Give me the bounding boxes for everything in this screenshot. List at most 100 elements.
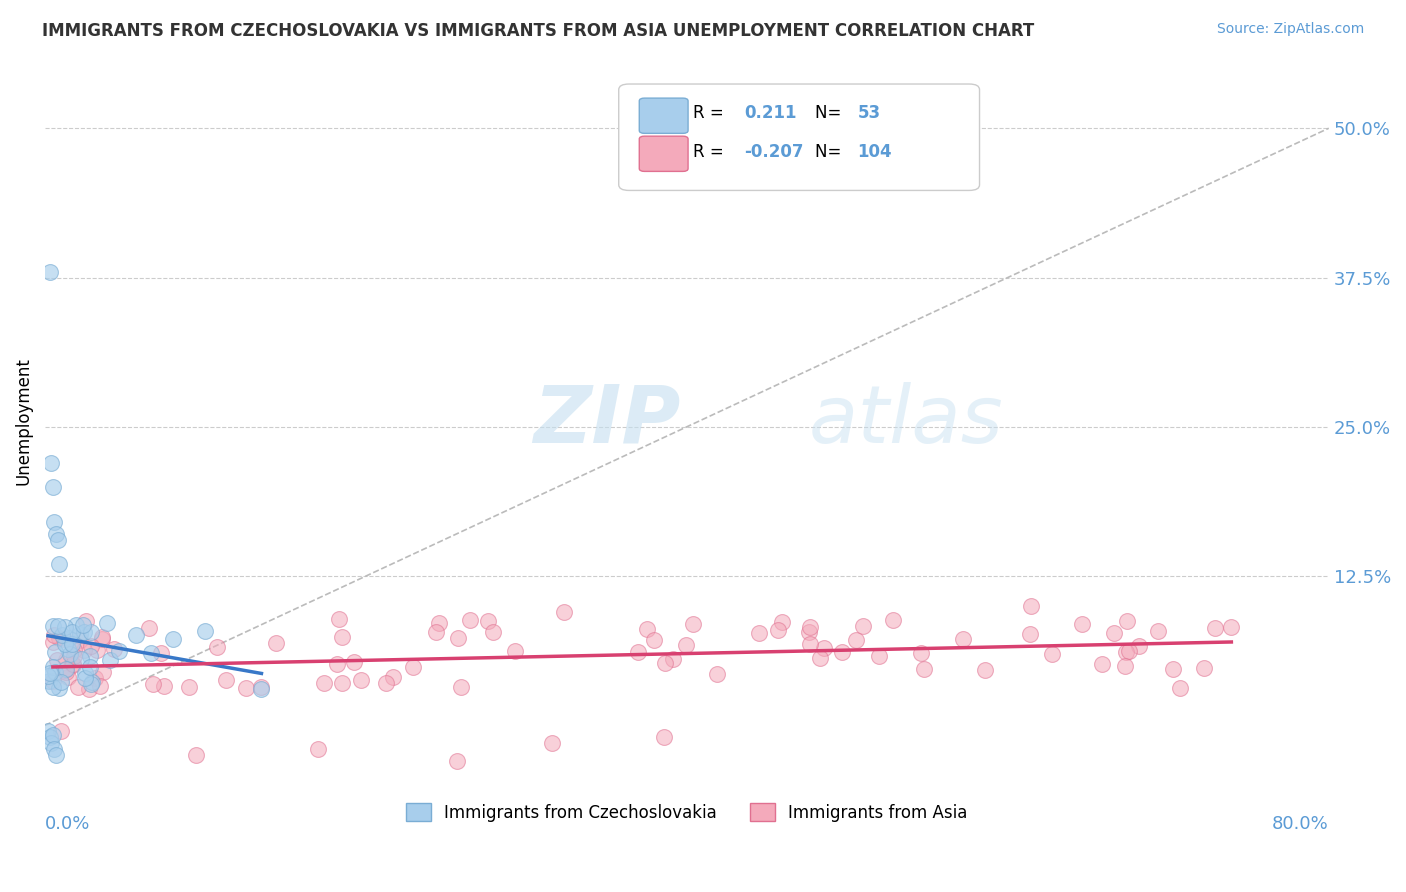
Point <box>48 557 70 571</box>
Point <box>44 665 66 679</box>
Point <box>60 625 83 640</box>
Point <box>55 665 77 679</box>
Text: N=: N= <box>815 143 846 161</box>
Text: -0.207: -0.207 <box>745 143 804 161</box>
FancyBboxPatch shape <box>640 98 688 133</box>
Point <box>75 614 97 628</box>
Point <box>53 620 76 634</box>
Point <box>42 681 65 695</box>
Point <box>330 630 353 644</box>
Point <box>1116 614 1139 628</box>
Text: 0.0%: 0.0% <box>45 815 90 833</box>
Point <box>162 632 184 646</box>
Point <box>250 680 273 694</box>
Point <box>1019 599 1042 613</box>
Point <box>401 660 423 674</box>
Point <box>770 615 793 630</box>
Point <box>80 639 103 653</box>
Point <box>37 724 59 739</box>
Text: ZIP: ZIP <box>533 382 681 460</box>
Point <box>307 742 329 756</box>
Point <box>45 748 67 763</box>
Point <box>80 674 103 689</box>
Point <box>425 625 447 640</box>
Point <box>375 675 398 690</box>
Point <box>63 648 86 663</box>
Point <box>326 657 349 671</box>
Point <box>541 736 564 750</box>
Point <box>51 674 73 689</box>
Point <box>1161 662 1184 676</box>
Point <box>42 660 65 674</box>
Point <box>39 456 62 470</box>
Point <box>235 681 257 695</box>
Point <box>58 632 80 646</box>
Point <box>59 647 82 661</box>
Point <box>1091 657 1114 671</box>
Point <box>627 645 650 659</box>
Point <box>662 652 685 666</box>
Text: 104: 104 <box>858 143 893 161</box>
Point <box>194 624 217 639</box>
Point <box>141 646 163 660</box>
Text: 80.0%: 80.0% <box>1272 815 1329 833</box>
Text: R =: R = <box>693 143 730 161</box>
Point <box>1040 647 1063 661</box>
Point <box>643 632 665 647</box>
Point <box>177 680 200 694</box>
Point <box>73 624 96 639</box>
Point <box>312 676 335 690</box>
Text: Source: ZipAtlas.com: Source: ZipAtlas.com <box>1216 22 1364 37</box>
Point <box>38 264 60 278</box>
Point <box>460 613 482 627</box>
Point <box>37 669 59 683</box>
Point <box>153 679 176 693</box>
Point <box>44 742 66 756</box>
Point <box>343 655 366 669</box>
Text: 53: 53 <box>858 103 880 122</box>
Point <box>450 681 472 695</box>
Point <box>481 624 503 639</box>
Point <box>1147 624 1170 638</box>
Point <box>912 661 935 675</box>
Point <box>447 631 470 645</box>
Point <box>149 646 172 660</box>
Point <box>553 605 575 619</box>
Point <box>73 643 96 657</box>
Text: R =: R = <box>693 103 730 122</box>
Point <box>70 652 93 666</box>
Point <box>207 640 229 655</box>
Y-axis label: Unemployment: Unemployment <box>15 357 32 484</box>
Point <box>46 533 69 548</box>
Point <box>138 621 160 635</box>
Point <box>75 666 97 681</box>
Point <box>503 643 526 657</box>
Point <box>810 651 832 665</box>
Point <box>44 516 66 530</box>
Point <box>52 632 75 647</box>
Point <box>90 630 112 644</box>
Point <box>682 617 704 632</box>
Text: IMMIGRANTS FROM CZECHOSLOVAKIA VS IMMIGRANTS FROM ASIA UNEMPLOYMENT CORRELATION : IMMIGRANTS FROM CZECHOSLOVAKIA VS IMMIGR… <box>42 22 1035 40</box>
Point <box>72 618 94 632</box>
Point <box>831 645 853 659</box>
Point <box>55 653 77 667</box>
Point <box>477 614 499 628</box>
Point <box>1115 644 1137 658</box>
Point <box>1114 659 1136 673</box>
Point <box>93 665 115 679</box>
Point <box>382 670 405 684</box>
Point <box>45 652 67 666</box>
Point <box>797 624 820 639</box>
Point <box>910 646 932 660</box>
Point <box>89 679 111 693</box>
Point <box>882 613 904 627</box>
Point <box>38 673 60 688</box>
Point <box>56 642 79 657</box>
Point <box>852 619 875 633</box>
Point <box>60 637 83 651</box>
Point <box>65 617 87 632</box>
Point <box>53 637 76 651</box>
Point <box>1071 616 1094 631</box>
FancyBboxPatch shape <box>640 136 688 171</box>
